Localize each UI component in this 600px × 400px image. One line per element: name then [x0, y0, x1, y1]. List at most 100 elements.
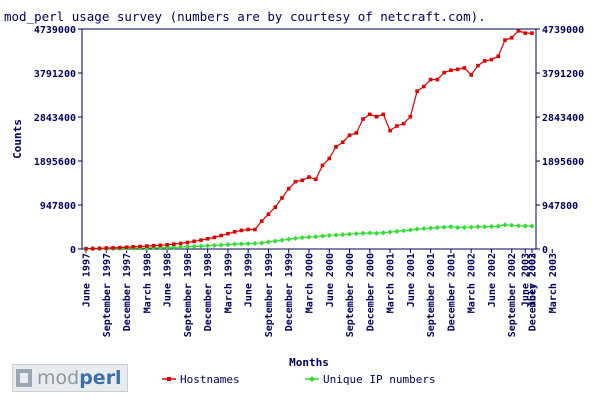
- series-0-point: [212, 235, 217, 240]
- series-1-point: [218, 242, 224, 248]
- series-0-point: [415, 89, 419, 93]
- series-0-point: [232, 230, 237, 234]
- series-0-point: [368, 112, 372, 117]
- series-1-point: [529, 223, 535, 229]
- series-0-point: [286, 186, 291, 191]
- y-tick-label-right: 2843400: [542, 113, 584, 124]
- series-0-point: [462, 66, 467, 70]
- y-tick-label-left: 2843400: [34, 113, 76, 124]
- series-1-point: [448, 224, 454, 230]
- series-0-point: [172, 242, 176, 246]
- series-1-point: [353, 231, 359, 237]
- series-0-point: [509, 35, 514, 40]
- x-tick-label: September 1999: [264, 253, 275, 337]
- series-1-point: [272, 238, 278, 244]
- series-0-point: [313, 177, 318, 182]
- series-0-point: [381, 112, 386, 117]
- series-1-point: [184, 244, 190, 250]
- series-0-point: [253, 227, 257, 232]
- x-axis-label: Months: [289, 356, 329, 369]
- series-1-point: [421, 225, 427, 232]
- series-1-point: [455, 225, 461, 231]
- series-0-point: [334, 145, 338, 149]
- series-0-point: [246, 227, 250, 232]
- x-tick-label: December 2002: [528, 253, 539, 331]
- x-tick-label: June 2000: [325, 253, 336, 307]
- series-0-point: [530, 31, 534, 35]
- x-tick-label: March 2002: [467, 253, 478, 313]
- series-1-point: [434, 225, 440, 231]
- series-0-point: [158, 243, 163, 248]
- series-1-point: [225, 241, 231, 248]
- series-1-point: [245, 241, 251, 247]
- series-0-point: [401, 121, 406, 126]
- series-0-point: [199, 238, 203, 242]
- chart-title: mod_perl usage survey (numbers are by co…: [4, 9, 486, 24]
- series-1-point: [509, 222, 515, 228]
- series-0-point: [192, 239, 196, 244]
- series-0-point: [449, 68, 453, 73]
- y-tick-label-right: 3791200: [542, 69, 584, 80]
- series-0-point: [442, 70, 446, 75]
- series-0-point: [178, 241, 183, 246]
- x-tick-label: December 1997: [122, 253, 133, 331]
- series-0-point: [104, 246, 109, 250]
- y-tick-label-left: 1895600: [34, 157, 76, 168]
- y-axis-label: Counts: [11, 119, 24, 159]
- x-tick-label: June 1999: [244, 253, 255, 307]
- y-tick-label-right: 947800: [542, 201, 578, 212]
- series-0-point: [239, 228, 244, 233]
- series-0-point: [422, 84, 426, 89]
- y-tick-label-right: 4739000: [542, 25, 584, 36]
- axes-ticks: 0 0 947800 947800 1895600 1895600 2843400 28434…: [34, 25, 584, 337]
- x-tick-label: December 2001: [446, 253, 457, 331]
- series-1-point: [306, 234, 312, 240]
- series-0-point: [455, 67, 460, 72]
- modperl-logo-text: modperl: [37, 367, 122, 389]
- series-1-point: [171, 244, 177, 250]
- x-tick-label: March 1998: [142, 253, 153, 313]
- series-1-point: [252, 240, 258, 247]
- series-1-point: [387, 229, 393, 235]
- x-tick-label: March 2000: [305, 253, 316, 313]
- series-1-point: [360, 230, 366, 236]
- modperl-logo-mark-icon: [16, 369, 32, 387]
- series-1-point: [340, 232, 346, 238]
- series-1-point: [232, 241, 238, 247]
- x-tick-label: June 2001: [406, 253, 417, 307]
- series-0-point: [185, 240, 190, 245]
- series-0-point: [90, 246, 95, 251]
- series-1-point: [394, 228, 400, 234]
- series-0-point: [340, 140, 345, 145]
- series-1-point: [380, 230, 386, 236]
- series-0-point: [516, 29, 521, 33]
- series-1-point: [414, 226, 420, 232]
- x-tick-label: June 1998: [163, 253, 174, 307]
- legend-label-1: Unique IP numbers: [323, 373, 436, 386]
- series-1-point: [475, 224, 481, 230]
- series-0-point: [165, 243, 169, 247]
- x-tick-label: December 2000: [365, 253, 376, 331]
- series-0-point: [138, 244, 142, 249]
- legend-label-0: Hostnames: [180, 373, 240, 386]
- series-1-point: [178, 244, 184, 250]
- series-1-point: [401, 228, 407, 234]
- series-1-point: [292, 235, 299, 241]
- series-1-point: [346, 231, 353, 237]
- series-0-point: [266, 212, 271, 216]
- series-0-point: [496, 54, 501, 59]
- x-tick-label: June 1997: [82, 253, 93, 307]
- series-0-point: [320, 163, 325, 168]
- series-0-point: [219, 233, 223, 238]
- series-0-point: [408, 114, 413, 119]
- series-1-point: [367, 230, 373, 236]
- series-1-point: [326, 232, 332, 239]
- series-1-point: [198, 243, 204, 249]
- y-tick-label-right: 0: [542, 245, 548, 256]
- series-0-point: [205, 236, 210, 241]
- x-tick-label: July 2003: [528, 253, 539, 307]
- x-tick-label: June 2003: [521, 253, 532, 307]
- series-1-point: [488, 223, 495, 230]
- series-1-point: [515, 223, 522, 229]
